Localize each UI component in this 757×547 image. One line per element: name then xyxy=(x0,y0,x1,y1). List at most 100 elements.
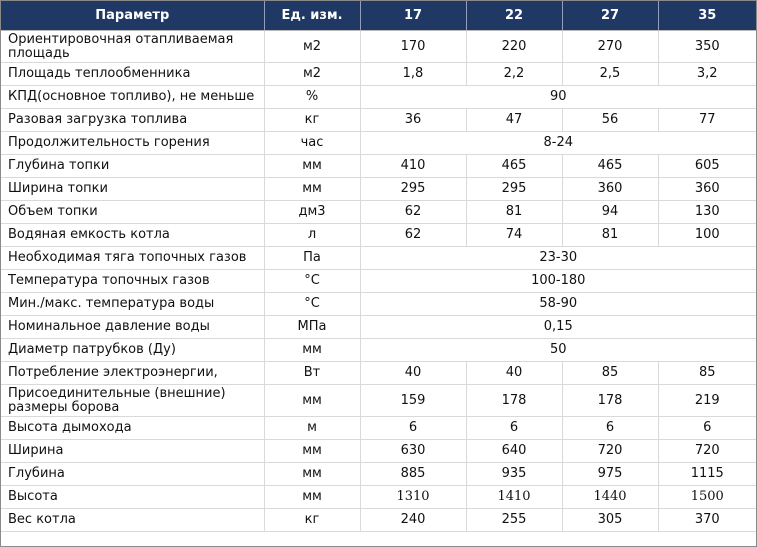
param-cell: Разовая загрузка топлива xyxy=(1,108,265,132)
unit-cell: дм3 xyxy=(264,200,361,224)
value-cell: 40 xyxy=(466,361,563,385)
table-row: Высота дымохода м 6 6 6 6 xyxy=(1,416,756,440)
value-cell: 630 xyxy=(360,439,467,463)
table-row: Потребление электроэнергии, Вт 40 40 85 85 xyxy=(1,361,756,385)
param-cell: Необходимая тяга топочных газов xyxy=(1,246,265,270)
value-cell: 178 xyxy=(466,384,563,417)
unit-cell: час xyxy=(264,131,361,155)
unit-cell: м xyxy=(264,416,361,440)
value-cell: 81 xyxy=(466,200,563,224)
value-cell: 47 xyxy=(466,108,563,132)
value-cell: 720 xyxy=(562,439,659,463)
table-row: КПД(основное топливо), не меньше% 90 xyxy=(1,85,756,109)
table-row: Глубина топки мм 410 465 465 605 xyxy=(1,154,756,178)
value-cell: 100 xyxy=(658,223,756,247)
unit-cell: мм xyxy=(264,154,361,178)
param-cell: КПД(основное топливо), не меньше xyxy=(1,85,265,109)
table-row: Продолжительность горения час 8-24 xyxy=(1,131,756,155)
header-param: Параметр xyxy=(1,1,265,31)
value-cell: 1440 xyxy=(562,485,659,509)
value-cell: 885 xyxy=(360,462,467,486)
param-cell: Температура топочных газов xyxy=(1,269,265,293)
table-row: Ширина топки мм 295 295 360 360 xyxy=(1,177,756,201)
value-cell: 1,8 xyxy=(360,62,467,86)
value-cell: 6 xyxy=(658,416,756,440)
value-cell: 935 xyxy=(466,462,563,486)
shared-value-cell: 58-90 xyxy=(360,292,756,316)
param-cell: Продолжительность горения xyxy=(1,131,265,155)
value-cell: 220 xyxy=(466,30,563,63)
value-cell: 6 xyxy=(562,416,659,440)
param-cell: Ширина топки xyxy=(1,177,265,201)
unit-cell: м2 xyxy=(264,62,361,86)
value-cell: 305 xyxy=(562,508,659,532)
param-cell: Объем топки xyxy=(1,200,265,224)
unit-cell: % xyxy=(264,85,361,109)
table-row: Глубина мм 885 935 975 1115 xyxy=(1,462,756,486)
unit-cell: Вт xyxy=(264,361,361,385)
value-cell: 130 xyxy=(658,200,756,224)
table-row: Необходимая тяга топочных газов Па 23-30 xyxy=(1,246,756,270)
table-row: Водяная емкость котла л 62 74 81 100 xyxy=(1,223,756,247)
param-cell: Номинальное давление воды xyxy=(1,315,265,339)
unit-cell: кг xyxy=(264,508,361,532)
table-row: Площадь теплообменника м2 1,8 2,2 2,5 3,2 xyxy=(1,62,756,86)
value-cell: 94 xyxy=(562,200,659,224)
value-cell: 3,2 xyxy=(658,62,756,86)
unit-cell: мм xyxy=(264,338,361,362)
value-cell: 170 xyxy=(360,30,467,63)
unit-cell: °C xyxy=(264,269,361,293)
value-cell: 1500 xyxy=(658,485,756,509)
table-row: Присоединительные (внешние) размеры боро… xyxy=(1,384,756,417)
table-row: Объем топки дм3 62 81 94 130 xyxy=(1,200,756,224)
table-header-row: Параметр Ед. изм. 17 22 27 35 xyxy=(1,1,756,31)
header-unit: Ед. изм. xyxy=(264,1,361,31)
unit-cell: МПа xyxy=(264,315,361,339)
param-cell: Площадь теплообменника xyxy=(1,62,265,86)
header-model-17: 17 xyxy=(360,1,467,31)
value-cell: 465 xyxy=(466,154,563,178)
value-cell: 2,2 xyxy=(466,62,563,86)
value-cell: 255 xyxy=(466,508,563,532)
param-cell: Высота xyxy=(1,485,265,509)
shared-value-cell: 100-180 xyxy=(360,269,756,293)
boiler-spec-table: Параметр Ед. изм. 17 22 27 35 Ориентиров… xyxy=(1,1,756,532)
value-cell: 640 xyxy=(466,439,563,463)
value-cell: 360 xyxy=(658,177,756,201)
value-cell: 1310 xyxy=(360,485,467,509)
value-cell: 465 xyxy=(562,154,659,178)
value-cell: 219 xyxy=(658,384,756,417)
header-model-27: 27 xyxy=(562,1,659,31)
param-cell: Мин./макс. температура воды xyxy=(1,292,265,316)
value-cell: 1115 xyxy=(658,462,756,486)
value-cell: 81 xyxy=(562,223,659,247)
table-row: Ширина мм 630 640 720 720 xyxy=(1,439,756,463)
value-cell: 410 xyxy=(360,154,467,178)
param-cell: Диаметр патрубков (Ду) xyxy=(1,338,265,362)
param-cell: Глубина xyxy=(1,462,265,486)
value-cell: 720 xyxy=(658,439,756,463)
value-cell: 2,5 xyxy=(562,62,659,86)
value-cell: 159 xyxy=(360,384,467,417)
value-cell: 85 xyxy=(658,361,756,385)
unit-cell: мм xyxy=(264,485,361,509)
table-row: Разовая загрузка топлива кг 36 47 56 77 xyxy=(1,108,756,132)
value-cell: 77 xyxy=(658,108,756,132)
header-model-22: 22 xyxy=(466,1,563,31)
param-cell: Водяная емкость котла xyxy=(1,223,265,247)
unit-cell: °C xyxy=(264,292,361,316)
unit-cell: мм xyxy=(264,462,361,486)
shared-value-cell: 0,15 xyxy=(360,315,756,339)
shared-value-cell: 8-24 xyxy=(360,131,756,155)
value-cell: 975 xyxy=(562,462,659,486)
unit-cell: мм xyxy=(264,439,361,463)
value-cell: 240 xyxy=(360,508,467,532)
value-cell: 85 xyxy=(562,361,659,385)
table-row: Диаметр патрубков (Ду) мм 50 xyxy=(1,338,756,362)
table-body: Ориентировочная отапливаемая площадь м2 17… xyxy=(1,30,756,532)
table-row: Температура топочных газов °C 100-180 xyxy=(1,269,756,293)
value-cell: 36 xyxy=(360,108,467,132)
value-cell: 6 xyxy=(360,416,467,440)
unit-cell: м2 xyxy=(264,30,361,63)
